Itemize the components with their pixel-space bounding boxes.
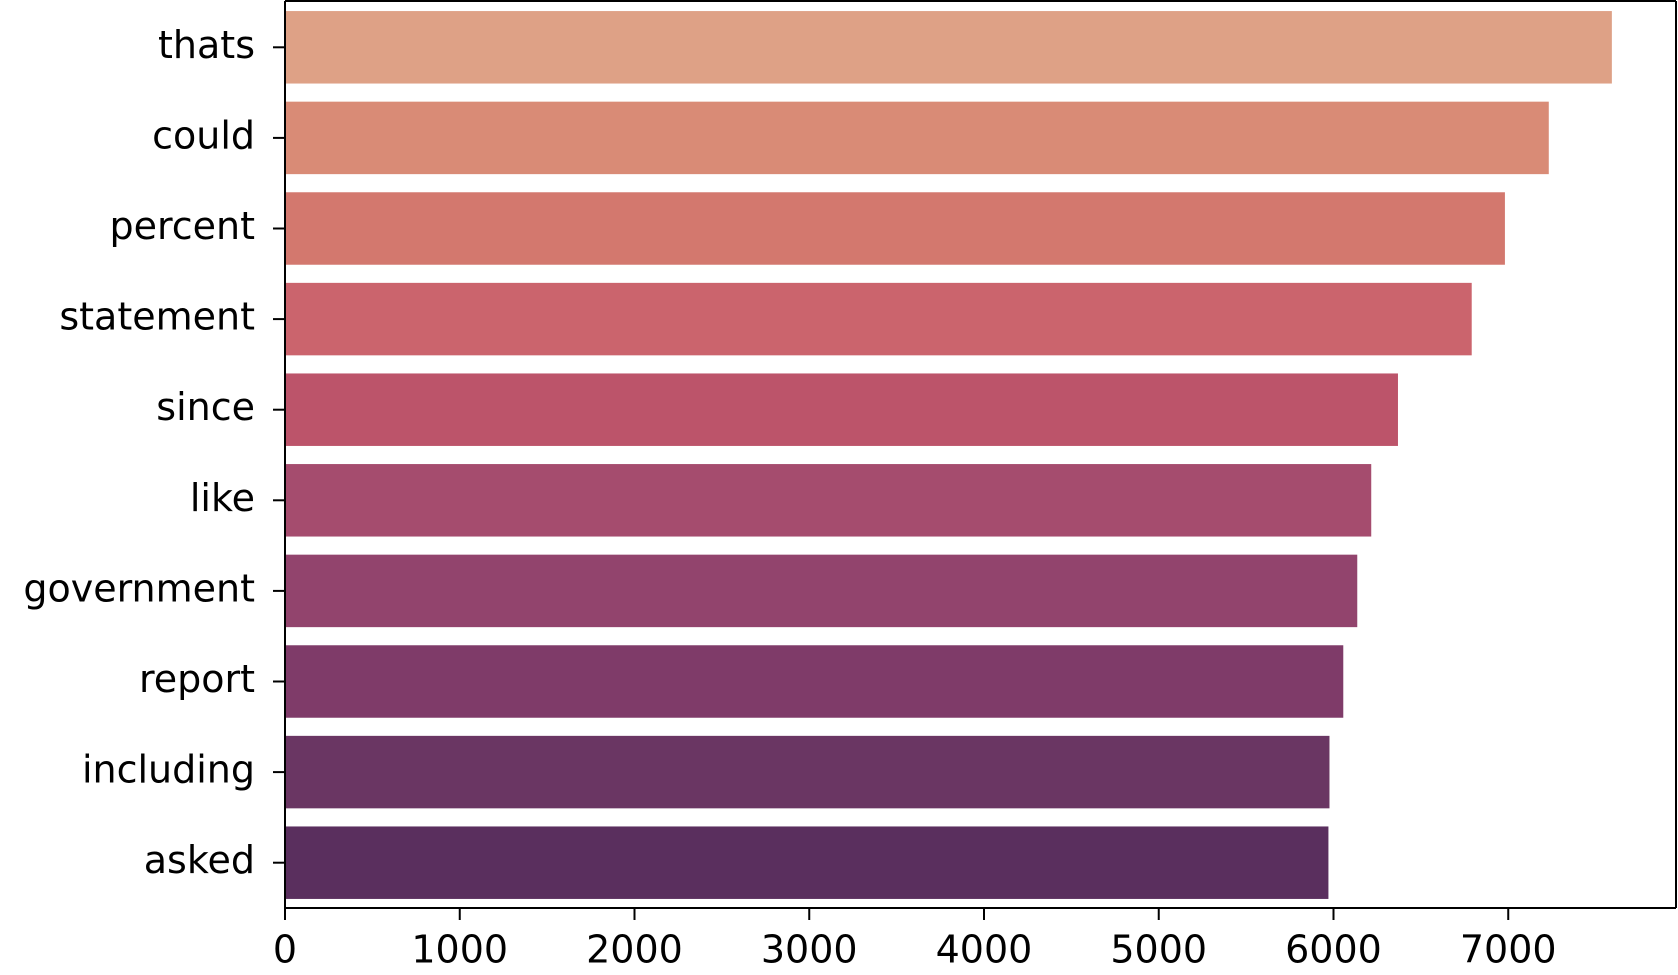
y-tick-label: government <box>23 566 255 610</box>
x-tick-label: 4000 <box>936 928 1033 972</box>
y-tick-label: thats <box>158 23 255 67</box>
x-tick-label: 7000 <box>1460 928 1557 972</box>
bar <box>285 373 1398 446</box>
bar <box>285 826 1329 899</box>
bar <box>285 464 1372 537</box>
x-tick-label: 3000 <box>761 928 858 972</box>
y-tick-label: statement <box>59 295 255 339</box>
y-tick-label: like <box>190 476 255 520</box>
x-tick-label: 1000 <box>411 928 508 972</box>
y-tick-label: percent <box>109 204 255 248</box>
y-tick-label: could <box>152 113 255 157</box>
y-tick-label: asked <box>144 838 255 882</box>
x-tick-label: 0 <box>273 928 297 972</box>
x-tick-label: 6000 <box>1285 928 1382 972</box>
bar <box>285 11 1612 84</box>
bar <box>285 282 1472 356</box>
bar <box>285 101 1549 175</box>
y-tick-label: including <box>82 748 255 792</box>
bar <box>285 735 1330 809</box>
bar <box>285 192 1505 265</box>
x-tick-label: 5000 <box>1110 928 1207 972</box>
bar <box>285 645 1344 718</box>
y-tick-label: report <box>139 657 255 701</box>
y-tick-label: since <box>156 385 255 429</box>
bar <box>285 554 1358 628</box>
x-tick-label: 2000 <box>586 928 683 972</box>
